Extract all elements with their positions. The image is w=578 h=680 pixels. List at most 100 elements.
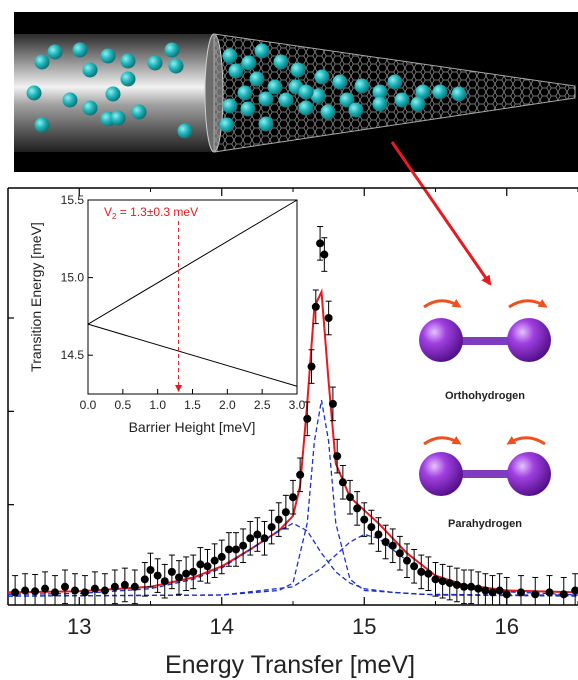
hydrogen-molecule-sphere bbox=[314, 69, 330, 85]
hydrogen-molecule-sphere bbox=[372, 96, 388, 112]
inset-x-tick-label: 3.0 bbox=[289, 398, 306, 412]
data-point bbox=[374, 517, 383, 552]
data-point bbox=[360, 502, 369, 537]
hydrogen-molecule-sphere bbox=[34, 117, 50, 133]
inset-line bbox=[87, 199, 298, 325]
main-x-ticks: 13 14 15 16 bbox=[7, 188, 578, 639]
main-y-ticks bbox=[8, 317, 14, 506]
ortho-bond bbox=[455, 337, 515, 345]
ortho-rotation-arrow-right bbox=[508, 299, 548, 309]
hydrogen-molecule-sphere bbox=[258, 91, 274, 107]
data-point bbox=[217, 539, 226, 575]
data-point bbox=[328, 386, 337, 422]
hydrogen-molecule-sphere bbox=[164, 42, 180, 58]
data-point bbox=[324, 300, 333, 336]
data-point bbox=[189, 554, 198, 590]
data-point bbox=[224, 532, 233, 567]
data-point bbox=[239, 528, 248, 564]
inset-series bbox=[87, 199, 298, 387]
data-point bbox=[146, 552, 155, 588]
hydrogen-molecule-sphere bbox=[72, 42, 88, 58]
hydrogen-molecule-sphere bbox=[451, 86, 467, 102]
para-rotation-arrow-left bbox=[423, 436, 462, 446]
hydrogen-molecule-sphere bbox=[254, 43, 270, 59]
data-point bbox=[21, 573, 30, 605]
hydrogen-molecule-sphere bbox=[249, 71, 265, 87]
data-point bbox=[153, 558, 162, 593]
data-point bbox=[495, 573, 504, 605]
data-point bbox=[90, 571, 99, 605]
data-point bbox=[175, 560, 183, 595]
data-point bbox=[267, 509, 276, 545]
data-point bbox=[417, 554, 426, 590]
nanotube-illustration bbox=[14, 12, 578, 172]
data-point bbox=[110, 569, 119, 605]
ortho-atom-left bbox=[419, 318, 463, 362]
data-point bbox=[311, 289, 320, 325]
data-point bbox=[274, 502, 283, 537]
main-x-tick-label: 16 bbox=[495, 614, 519, 639]
hydrogen-molecule-sphere bbox=[131, 104, 147, 120]
inset-x-tick-label: 2.5 bbox=[254, 398, 271, 412]
data-point bbox=[431, 562, 440, 597]
inset-x-tick-label: 1.0 bbox=[149, 398, 166, 412]
hydrogen-molecule-sphere bbox=[387, 74, 403, 90]
data-point bbox=[167, 554, 176, 590]
main-plot: 13 14 15 16 Energy Transfer [meV] bbox=[7, 187, 578, 679]
data-point bbox=[333, 438, 342, 474]
data-point bbox=[61, 569, 69, 605]
hydrogen-molecule-sphere bbox=[372, 84, 388, 100]
inset-y-label: Transition Energy [meV] bbox=[28, 222, 44, 372]
data-point bbox=[80, 575, 89, 605]
hydrogen-molecule-sphere bbox=[147, 55, 163, 71]
data-point bbox=[410, 548, 419, 584]
annotation-symbol: V bbox=[104, 205, 112, 219]
data-point bbox=[531, 576, 540, 605]
main-data-points bbox=[11, 226, 578, 605]
hydrogen-molecule-sphere bbox=[273, 54, 289, 70]
data-point bbox=[445, 565, 454, 601]
hydrogen-molecule-sphere bbox=[241, 55, 257, 71]
annotation-subscript: 2 bbox=[112, 212, 117, 221]
main-x-tick-label: 13 bbox=[67, 614, 91, 639]
data-point bbox=[41, 571, 50, 605]
hydrogen-molecules bbox=[26, 42, 467, 139]
fit-curve bbox=[8, 288, 578, 594]
data-point bbox=[517, 575, 525, 605]
hydrogen-molecule-sphere bbox=[120, 71, 136, 87]
data-point bbox=[403, 543, 411, 578]
data-point bbox=[210, 543, 219, 578]
mesh-cone-section bbox=[213, 33, 576, 153]
hydrogen-molecule-sphere bbox=[298, 84, 314, 100]
hydrogen-molecule-sphere bbox=[222, 48, 238, 64]
hydrogen-molecule-sphere bbox=[394, 92, 410, 108]
data-point bbox=[51, 575, 60, 605]
data-point bbox=[31, 573, 40, 605]
hydrogen-molecule-sphere bbox=[228, 63, 244, 79]
data-point bbox=[460, 569, 468, 605]
component-curve bbox=[8, 399, 578, 597]
hydrogen-molecule-sphere bbox=[82, 62, 98, 78]
data-point bbox=[502, 576, 511, 605]
hydrogen-molecule-sphere bbox=[410, 96, 426, 112]
data-point bbox=[232, 532, 240, 567]
hydrogen-molecule-sphere bbox=[278, 92, 294, 108]
data-point bbox=[474, 571, 483, 605]
hydrogen-molecule-sphere bbox=[310, 88, 326, 104]
data-point bbox=[70, 573, 79, 605]
hydrogen-molecule-sphere bbox=[258, 116, 274, 132]
data-point bbox=[281, 494, 290, 530]
hydrogen-molecule-sphere bbox=[62, 92, 78, 108]
pointer-arrow bbox=[390, 141, 492, 286]
inset-y-tick-label: 14.5 bbox=[61, 348, 85, 362]
inset-x-tick-label: 0.0 bbox=[80, 398, 97, 412]
data-point bbox=[289, 479, 297, 515]
main-x-tick-label: 14 bbox=[210, 614, 234, 639]
para-atom-left bbox=[419, 452, 463, 496]
hydrogen-molecule-sphere bbox=[332, 74, 348, 90]
data-point bbox=[571, 573, 578, 605]
data-point bbox=[559, 576, 568, 605]
hydrogen-molecule-sphere bbox=[237, 85, 253, 101]
data-point bbox=[388, 528, 397, 564]
